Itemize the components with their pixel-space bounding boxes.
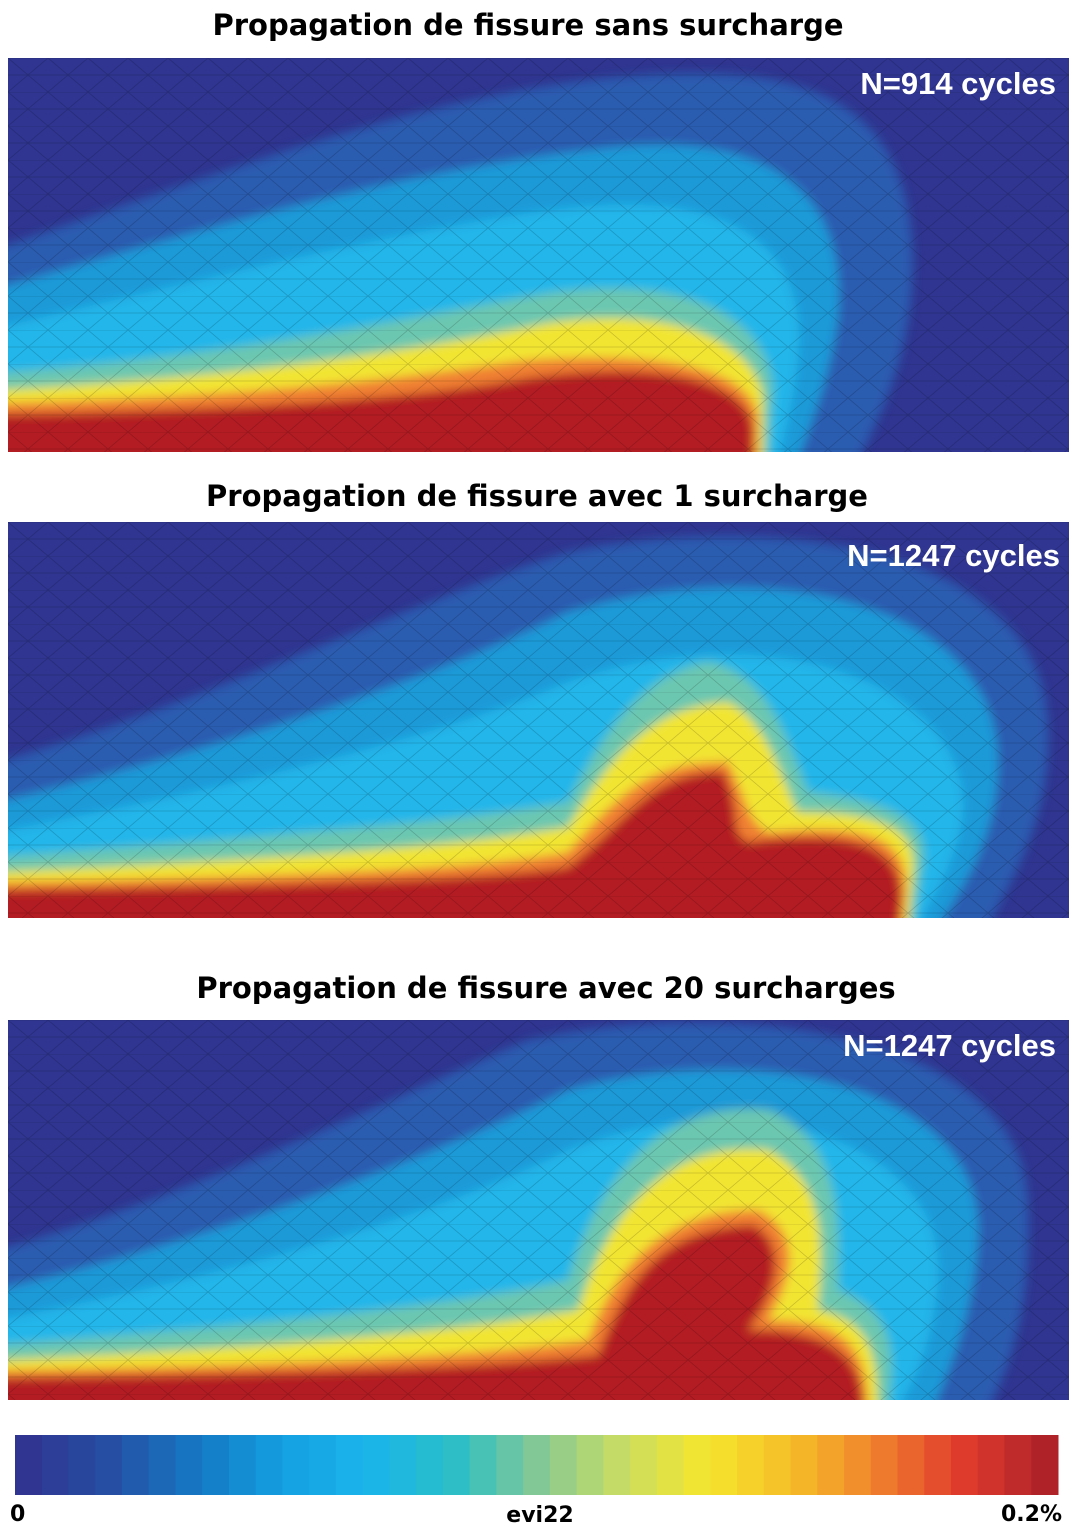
colorbar-swatch [630, 1435, 658, 1495]
colorbar-swatch [496, 1435, 524, 1495]
cycle-label: N=1247 cycles [847, 538, 1060, 573]
colorbar-swatch [576, 1435, 604, 1495]
colorbar-swatch [1031, 1435, 1059, 1495]
contour-plot: N=1247 cycles [8, 1020, 1069, 1400]
colorbar-min: 0 [10, 1502, 25, 1527]
panel-title: Propagation de fissure avec 20 surcharge… [196, 971, 895, 1005]
colorbar-swatch [469, 1435, 497, 1495]
colorbar-swatch [683, 1435, 711, 1495]
colorbar-swatch [1004, 1435, 1032, 1495]
colorbar-swatch [523, 1435, 551, 1495]
panel-title: Propagation de fissure avec 1 surcharge [206, 479, 868, 513]
colorbar-swatch [175, 1435, 203, 1495]
colorbar [15, 1435, 1059, 1495]
colorbar-swatch [121, 1435, 150, 1495]
colorbar-swatch [362, 1435, 390, 1495]
colorbar-swatch [416, 1435, 444, 1495]
panel-title: Propagation de fissure sans surcharge [212, 8, 843, 42]
colorbar-swatch [15, 1435, 43, 1495]
colorbar-swatch [389, 1435, 417, 1495]
colorbar-swatch [790, 1435, 818, 1495]
colorbar-swatch [710, 1435, 738, 1495]
colorbar-swatch [148, 1435, 176, 1495]
colorbar-swatch [68, 1435, 96, 1495]
colorbar-max: 0.2% [1001, 1502, 1062, 1527]
colorbar-swatch [228, 1435, 257, 1495]
colorbar-swatch [442, 1435, 471, 1495]
colorbar-swatch [202, 1435, 230, 1495]
colorbar-swatch [870, 1435, 899, 1495]
colorbar-label: evi22 [506, 1503, 573, 1528]
cycle-label: N=1247 cycles [843, 1028, 1056, 1063]
colorbar-swatch [763, 1435, 792, 1495]
colorbar-swatch [951, 1435, 979, 1495]
colorbar-swatch [977, 1435, 1006, 1495]
colorbar-swatch [603, 1435, 631, 1495]
colorbar-swatch [844, 1435, 872, 1495]
colorbar-swatch [95, 1435, 123, 1495]
colorbar-swatch [255, 1435, 283, 1495]
cycle-label: N=914 cycles [860, 66, 1056, 101]
colorbar-swatch [549, 1435, 578, 1495]
colorbar-swatch [282, 1435, 310, 1495]
colorbar-swatch [335, 1435, 364, 1495]
colorbar-swatch [309, 1435, 337, 1495]
colorbar-swatch [737, 1435, 765, 1495]
colorbar-swatch [924, 1435, 952, 1495]
colorbar-swatch [41, 1435, 69, 1495]
colorbar-swatch [817, 1435, 845, 1495]
colorbar-swatch [897, 1435, 925, 1495]
colorbar-swatch [656, 1435, 685, 1495]
contour-plot: N=1247 cycles [8, 522, 1069, 918]
contour-plot: N=914 cycles [8, 58, 1069, 452]
